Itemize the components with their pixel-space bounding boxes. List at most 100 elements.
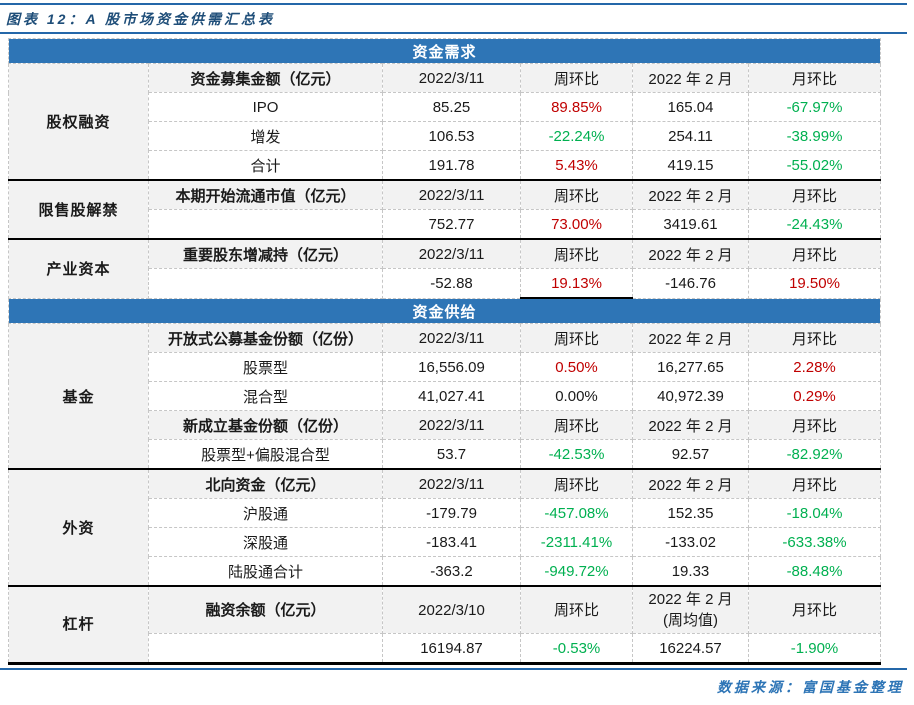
data-source: 数据来源：富国基金整理: [717, 679, 904, 695]
value-cell: 月环比: [747, 63, 882, 93]
table-row: 产业资本 重要股东增减持（亿元） 2022/3/11 周环比 2022 年 2 月月环比: [8, 238, 882, 299]
value-cell: 85.25: [382, 92, 521, 122]
table-row: 限售股解禁 本期开始流通市值（亿元） 2022/3/11 周环比 2022 年 2 月月…: [8, 179, 882, 240]
category-cell: 杠杆: [8, 585, 149, 664]
value-cell: 2022/3/11: [382, 179, 521, 210]
table-row: 合计 191.78 5.43% 419.15 -55.02%: [9, 150, 882, 181]
value-cell: 2022 年 2 月: [632, 238, 749, 269]
value-cell: -949.72%: [520, 556, 633, 587]
value-cell: 3419.61: [632, 209, 749, 240]
value-cell: 2022/3/11: [382, 410, 521, 440]
value-cell: -146.76: [632, 268, 749, 299]
value-cell: -2311.41%: [520, 527, 633, 557]
table-row: 股权融资 资金募集金额（亿元） 2022/3/11 周环比 2022 年 2 月月环比: [8, 63, 882, 181]
value-cell: 月环比: [747, 585, 882, 634]
table-row: 16194.87 -0.53% 16224.57 -1.90%: [9, 633, 882, 664]
category-cell: 股权融资: [8, 63, 149, 181]
value-cell: 19.13%: [520, 268, 633, 299]
value-cell: 周环比: [520, 63, 633, 93]
value-cell: 152.35: [632, 498, 749, 528]
value-cell: 2022/3/11: [382, 468, 521, 499]
section-banner: 资金供给: [7, 297, 882, 324]
value-cell: 40,972.39: [632, 381, 749, 411]
metric-cell: 开放式公募基金份额（亿份）: [148, 323, 383, 353]
table-row: 基金 开放式公募基金份额（亿份） 2022/3/11 周环比 2022 年 2 月月环比: [8, 323, 882, 470]
value-cell: -0.53%: [520, 633, 633, 664]
metric-cell: [148, 268, 383, 299]
value-cell: -67.97%: [747, 92, 882, 122]
value-cell: 5.43%: [520, 150, 633, 181]
value-cell: 41,027.41: [382, 381, 521, 411]
value-cell: 0.00%: [520, 381, 633, 411]
table-row: 深股通 -183.41 -2311.41% -133.02 -633.38%: [9, 527, 882, 557]
value-cell: 0.50%: [520, 352, 633, 382]
section-banner-row: 资金需求: [7, 38, 882, 64]
metric-cell: IPO: [148, 92, 383, 122]
metric-cell: 本期开始流通市值（亿元）: [148, 179, 383, 210]
value-cell: 周环比: [520, 323, 633, 353]
table-row: 新成立基金份额（亿份） 2022/3/11 周环比 2022 年 2 月月环比: [9, 410, 882, 440]
figure-title: 图表 12：A 股市场资金供需汇总表: [6, 11, 275, 27]
metric-cell: 股票型: [148, 352, 383, 382]
value-cell: -82.92%: [747, 439, 882, 470]
value-cell: 89.85%: [520, 92, 633, 122]
metric-cell: 新成立基金份额（亿份）: [148, 410, 383, 440]
category-cell: 基金: [8, 323, 149, 470]
summary-table-container: 资金需求 股权融资 资金募集金额（亿元） 2022/3/11 周环比 2022 年 2 月…: [7, 38, 882, 665]
value-cell: 月环比: [747, 179, 882, 210]
table-row: IPO 85.25 89.85% 165.04 -67.97%: [9, 92, 882, 122]
value-cell: 419.15: [632, 150, 749, 181]
metric-cell: 股票型+偏股混合型: [148, 439, 383, 470]
value-cell: 周环比: [520, 585, 633, 634]
value-cell: 月环比: [747, 238, 882, 269]
value-cell: 周环比: [520, 468, 633, 499]
category-cell: 限售股解禁: [8, 179, 149, 240]
category-cell: 产业资本: [8, 238, 149, 299]
value-cell: 2022 年 2 月: [632, 179, 749, 210]
value-cell: 月环比: [747, 323, 882, 353]
value-cell: 254.11: [632, 121, 749, 151]
value-cell: 16,556.09: [382, 352, 521, 382]
value-cell: 16,277.65: [632, 352, 749, 382]
value-cell: -88.48%: [747, 556, 882, 587]
table-row: 增发 106.53 -22.24% 254.11 -38.99%: [9, 121, 882, 151]
table-row: 杠杆 融资余额（亿元） 2022/3/10 周环比 2022 年 2 月 (周均值) 月环…: [8, 585, 882, 664]
value-cell: 周环比: [520, 238, 633, 269]
value-cell: 2022/3/11: [382, 238, 521, 269]
section-banner-row: 资金供给: [7, 297, 882, 324]
value-cell: 周环比: [520, 179, 633, 210]
value-cell: -183.41: [382, 527, 521, 557]
value-cell: 2022 年 2 月 (周均值): [632, 585, 749, 634]
value-cell: 16194.87: [382, 633, 521, 664]
value-cell: -18.04%: [747, 498, 882, 528]
value-cell: 周环比: [520, 410, 633, 440]
table-body: 资金需求 股权融资 资金募集金额（亿元） 2022/3/11 周环比 2022 年 2 月…: [7, 38, 882, 664]
table-row: 752.77 73.00% 3419.61 -24.43%: [9, 209, 882, 240]
value-cell: 2022/3/11: [382, 63, 521, 93]
metric-cell: 北向资金（亿元）: [148, 468, 383, 499]
value-cell: -22.24%: [520, 121, 633, 151]
category-cell: 外资: [8, 468, 149, 587]
metric-cell: 资金募集金额（亿元）: [148, 63, 383, 93]
value-cell: 月环比: [747, 410, 882, 440]
value-cell: 0.29%: [747, 381, 882, 411]
section-banner: 资金需求: [7, 38, 882, 64]
top-divider-rule: [0, 3, 907, 5]
capital-supply-demand-table: 资金需求 股权融资 资金募集金额（亿元） 2022/3/11 周环比 2022 年 2 月…: [7, 38, 882, 665]
value-cell: 752.77: [382, 209, 521, 240]
value-cell: -24.43%: [747, 209, 882, 240]
value-cell: 73.00%: [520, 209, 633, 240]
value-cell: 92.57: [632, 439, 749, 470]
metric-cell: 混合型: [148, 381, 383, 411]
value-cell: 19.50%: [747, 268, 882, 299]
value-cell: 16224.57: [632, 633, 749, 664]
value-cell: -633.38%: [747, 527, 882, 557]
value-cell: 53.7: [382, 439, 521, 470]
value-cell: -55.02%: [747, 150, 882, 181]
value-cell: -133.02: [632, 527, 749, 557]
value-cell: -179.79: [382, 498, 521, 528]
value-cell: 2022/3/10: [382, 585, 521, 634]
table-row: 外资 北向资金（亿元） 2022/3/11 周环比 2022 年 2 月月环比: [8, 468, 882, 587]
value-cell: -38.99%: [747, 121, 882, 151]
metric-cell: 深股通: [148, 527, 383, 557]
